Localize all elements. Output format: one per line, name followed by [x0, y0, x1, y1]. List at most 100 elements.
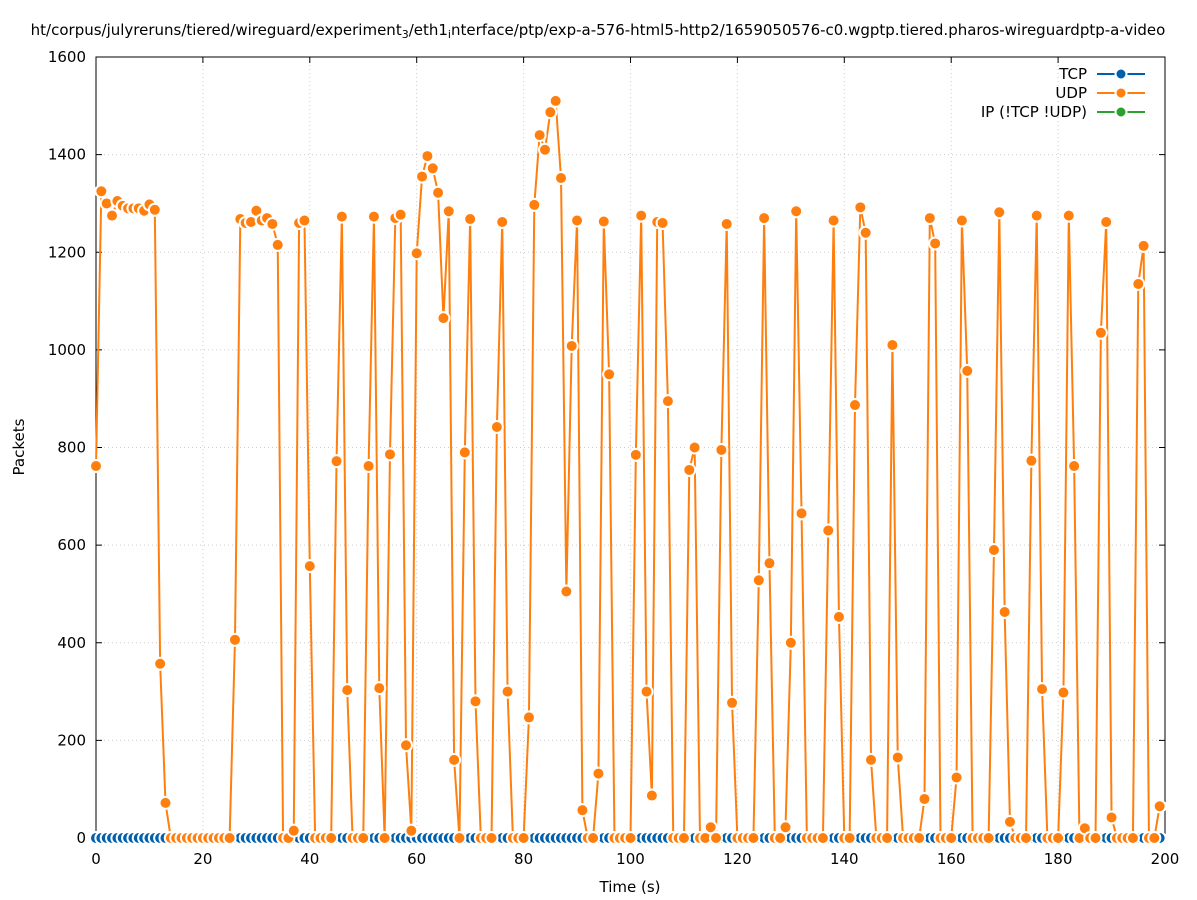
data-point: [917, 791, 932, 806]
data-point: [420, 149, 435, 164]
data-point: [1019, 831, 1034, 845]
data-point: [602, 367, 617, 382]
y-tick-label: 400: [57, 634, 86, 652]
data-point: [773, 831, 788, 845]
y-axis-label: Packets: [10, 418, 28, 475]
data-point: [660, 394, 675, 409]
data-point: [676, 831, 691, 845]
data-point: [960, 363, 975, 378]
data-point: [1099, 214, 1114, 229]
data-point: [853, 200, 868, 215]
data-point: [302, 559, 317, 574]
data-point: [361, 459, 376, 474]
data-point: [842, 831, 857, 845]
data-point: [532, 128, 547, 143]
data-point: [628, 447, 643, 462]
data-point: [489, 419, 504, 434]
x-tick-label: 80: [514, 850, 533, 868]
data-point: [441, 204, 456, 219]
data-point: [425, 161, 440, 176]
data-point: [500, 684, 515, 699]
data-point: [655, 215, 670, 230]
data-point: [270, 237, 285, 252]
data-point: [575, 803, 590, 818]
data-point: [703, 820, 718, 835]
x-tick-label: 100: [616, 850, 645, 868]
data-point: [746, 831, 761, 845]
data-point: [543, 105, 558, 120]
data-point: [1067, 459, 1082, 474]
data-point: [356, 831, 371, 845]
data-point: [912, 831, 927, 845]
data-point: [709, 831, 724, 845]
data-point: [334, 209, 349, 224]
data-point: [265, 216, 280, 231]
title-subscript: 3: [402, 28, 409, 41]
data-point: [537, 142, 552, 157]
data-point: [222, 831, 237, 845]
data-point: [393, 207, 408, 222]
grid: [96, 57, 1165, 838]
data-point: [1104, 810, 1119, 825]
data-point: [521, 710, 536, 725]
data-point: [559, 584, 574, 599]
data-point: [415, 169, 430, 184]
data-point: [986, 543, 1001, 558]
data-point: [1147, 831, 1162, 845]
data-point: [864, 752, 879, 767]
data-point: [366, 209, 381, 224]
data-point: [1136, 238, 1151, 253]
legend-marker: [1114, 105, 1128, 119]
data-point: [1024, 453, 1039, 468]
x-tick-label: 180: [1044, 850, 1073, 868]
data-point: [340, 683, 355, 698]
data-point: [789, 204, 804, 219]
data-point: [794, 506, 809, 521]
legend-marker: [1114, 67, 1128, 81]
data-point: [94, 184, 109, 199]
data-point: [997, 604, 1012, 619]
x-tick-label: 60: [407, 850, 426, 868]
data-point: [890, 750, 905, 765]
data-point: [847, 398, 862, 413]
data-point: [714, 442, 729, 457]
data-point: [1125, 831, 1140, 845]
data-point: [826, 213, 841, 228]
data-point: [623, 831, 638, 845]
data-point: [436, 311, 451, 326]
data-point: [1035, 682, 1050, 697]
data-point: [1002, 814, 1017, 829]
data-point: [105, 208, 120, 223]
data-point: [399, 738, 414, 753]
title-part: ht/corpus/julyreruns/tiered/wireguard/ex…: [31, 21, 402, 39]
data-point: [89, 459, 103, 474]
data-point: [922, 211, 937, 226]
data-point: [949, 770, 964, 785]
data-point: [227, 632, 242, 647]
data-point: [821, 523, 836, 538]
data-point: [725, 695, 740, 710]
ticks: 0 20 40 60 80 100 120 140 160 180 200 0 200 400 600 800…: [48, 48, 1180, 868]
legend-marker: [1114, 86, 1128, 100]
data-point: [548, 93, 563, 108]
data-point: [1093, 325, 1108, 340]
data-point: [757, 211, 772, 226]
data-point: [468, 694, 483, 709]
data-point: [516, 831, 531, 845]
data-point: [644, 788, 659, 803]
data-point: [682, 462, 697, 477]
data-point: [377, 831, 392, 845]
data-point: [928, 236, 943, 251]
title-part: nterface/ptp/exp-a-576-html5-http2/16590…: [451, 21, 1165, 39]
data-point: [329, 454, 344, 469]
chart-title: ht/corpus/julyreruns/tiered/wireguard/ex…: [31, 21, 1166, 41]
data-point: [719, 216, 734, 231]
series-udp: [89, 93, 1167, 845]
data-point: [404, 823, 419, 838]
y-tick-label: 0: [76, 829, 86, 847]
series-layer: [89, 93, 1167, 845]
data-point: [596, 214, 611, 229]
y-tick-label: 1600: [48, 48, 86, 66]
y-tick-label: 1200: [48, 243, 86, 261]
